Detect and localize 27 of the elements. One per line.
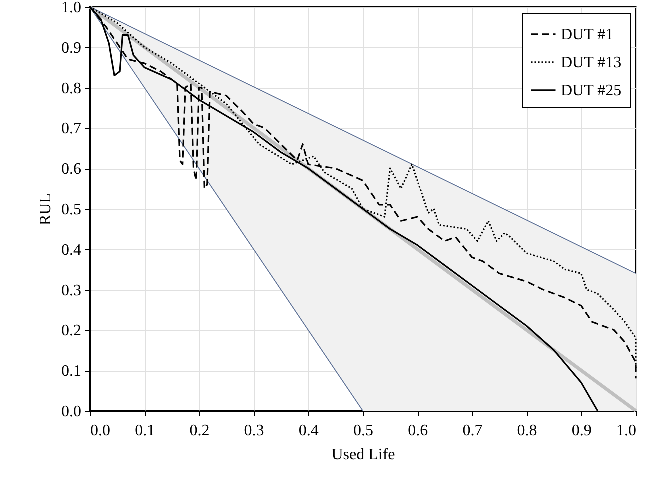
y-tick-label: 1.0 — [62, 0, 82, 16]
y-tick-label: 0.3 — [62, 282, 82, 300]
x-tick-label: 0.9 — [572, 422, 592, 440]
x-tick-label: 0.0 — [90, 422, 110, 440]
y-tick-label: 0.7 — [62, 120, 82, 138]
y-axis-title: RUL — [38, 194, 54, 226]
x-tick-label: 0.1 — [135, 422, 156, 440]
y-tick-label: 0.1 — [62, 363, 82, 380]
y-tick-label: 0.5 — [62, 202, 82, 218]
y-tick-label: 0.0 — [62, 404, 82, 420]
y-tick-label: 0.4 — [62, 242, 82, 259]
x-tick-label: 0.2 — [190, 422, 210, 440]
legend-label: DUT #13 — [561, 54, 622, 72]
x-tick-label: 0.4 — [298, 422, 319, 440]
x-axis-title: Used Life — [332, 446, 396, 464]
legend-label: DUT #1 — [561, 26, 614, 44]
x-tick-label: 0.3 — [244, 422, 264, 440]
y-tick-label: 0.6 — [62, 161, 82, 178]
x-tick-label: 0.5 — [354, 422, 374, 440]
y-tick-label: 0.2 — [62, 322, 82, 340]
x-tick-label: 0.8 — [517, 422, 538, 440]
x-tick-label: 0.6 — [408, 422, 428, 440]
x-tick-label: 1.0 — [616, 422, 636, 440]
legend-label: DUT #25 — [561, 82, 622, 100]
x-tick-label: 0.7 — [462, 422, 483, 440]
y-tick-label: 0.8 — [62, 80, 82, 98]
y-tick-label: 0.9 — [62, 40, 82, 57]
